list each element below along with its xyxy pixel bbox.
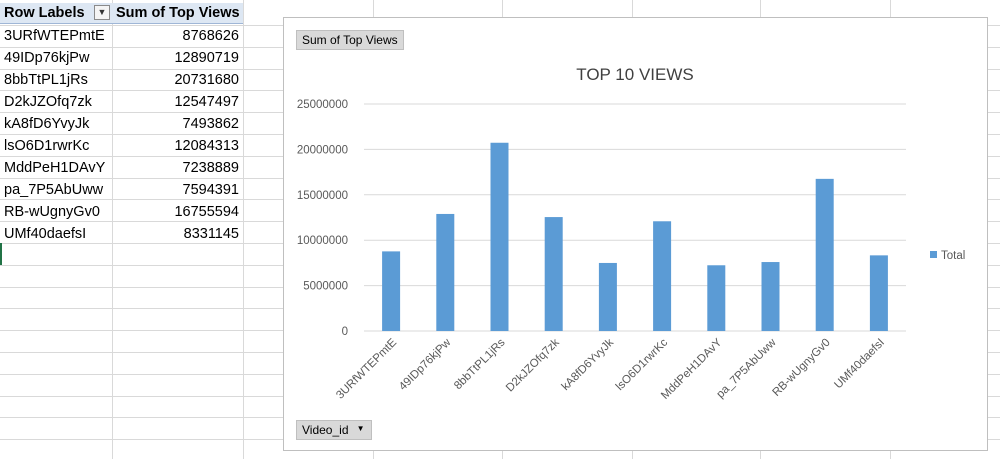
pivot-row[interactable]: RB-wUgnyGv0 16755594 [0,201,243,223]
bar [436,213,455,331]
x-tick-label: RB-wUgnyGv0 [771,337,833,399]
pivot-row-value: 12084313 [174,138,239,154]
chevron-down-icon: ▼ [356,424,365,433]
pivot-row-label: 49IDp76kjPw [4,50,90,66]
pivot-row-label: kA8fD6YvyJk [4,116,90,132]
pivot-row-label: MddPeH1DAvY [4,160,106,176]
pivot-row-label: lsO6D1rwrKc [4,138,90,154]
axis-field-button[interactable]: Video_id ▼ [296,420,372,440]
pivot-row[interactable]: UMf40daefsI 8331145 [0,223,243,245]
bar [815,178,834,331]
pivot-row-value: 20731680 [174,72,239,88]
row-labels-header[interactable]: Row Labels [4,5,85,21]
value-field-button[interactable]: Sum of Top Views [296,30,404,50]
x-tick-label: 49IDp76kjPw [397,336,454,393]
x-tick-label: D2kJZOfq7zk [504,336,562,394]
pivot-row[interactable]: MddPeH1DAvY 7238889 [0,157,243,179]
pivot-row-value: 12890719 [174,50,239,66]
bar [869,255,888,331]
pivot-row[interactable]: 8bbTtPL1jRs 20731680 [0,69,243,91]
pivot-row-label: 8bbTtPL1jRs [4,72,88,88]
pivot-row-label: UMf40daefsI [4,226,87,242]
pivot-row-value: 7594391 [182,182,239,198]
y-tick-label: 20000000 [297,144,348,156]
bar [490,142,509,331]
bar [544,217,563,331]
pivot-row[interactable]: 49IDp76kjPw 12890719 [0,47,243,69]
pivot-row[interactable]: 3URfWTEPmtE 8768626 [0,25,243,47]
pivot-row-value: 12547497 [174,94,239,110]
legend-swatch [930,251,937,258]
y-tick-label: 5000000 [303,281,348,293]
pivot-row[interactable]: D2kJZOfq7zk 12547497 [0,91,243,113]
sheet-column-line [112,0,113,459]
legend-label: Total [941,250,965,262]
pivot-row-label: D2kJZOfq7zk [4,94,92,110]
y-tick-label: 25000000 [297,99,348,111]
pivot-row-value: 7238889 [182,160,239,176]
pivot-row-label: RB-wUgnyGv0 [4,204,100,220]
filter-dropdown-icon[interactable]: ▼ [94,5,110,20]
chart-title: TOP 10 VIEWS [576,65,693,84]
pivot-row-value: 16755594 [174,204,239,220]
pivot-row-value: 8768626 [182,28,239,44]
pivot-row[interactable]: lsO6D1rwrKc 12084313 [0,135,243,157]
x-tick-label: lsO6D1rwrKc [614,336,671,393]
bar [707,265,726,331]
chart-canvas: TOP 10 VIEWS 0 5000000 10000000 15000000 2000… [297,65,965,402]
y-tick-label: 0 [342,326,348,338]
bar [761,262,780,331]
active-cell-indicator [0,243,2,265]
bar [598,262,617,331]
x-tick-label: 8bbTtPL1jRs [452,336,508,392]
y-tick-label: 15000000 [297,190,348,202]
sheet-column-line [243,0,244,459]
pivot-row-value: 8331145 [183,226,239,242]
bar [653,221,672,331]
pivot-row[interactable]: kA8fD6YvyJk 7493862 [0,113,243,135]
x-tick-label: kA8fD6YvyJk [560,336,617,393]
pivot-header-row: Row Labels ▼ Sum of Top Views [0,3,243,24]
sum-header[interactable]: Sum of Top Views [116,5,240,21]
pivot-chart[interactable]: Sum of Top Views TOP 10 VIEWS 0 5000000 100… [283,17,988,451]
pivot-row-label: 3URfWTEPmtE [4,28,105,44]
x-tick-label: 3URfWTEPmtE [334,336,399,401]
pivot-row-value: 7493862 [182,116,239,132]
y-tick-label: 10000000 [297,235,348,247]
x-tick-label: UMf40daefsI [832,337,887,392]
bar [382,251,401,331]
pivot-row-label: pa_7P5AbUww [4,182,104,198]
axis-field-label: Video_id [302,423,349,437]
x-tick-label: pa_7P5AbUww [715,336,780,401]
pivot-row[interactable]: pa_7P5AbUww 7594391 [0,179,243,201]
